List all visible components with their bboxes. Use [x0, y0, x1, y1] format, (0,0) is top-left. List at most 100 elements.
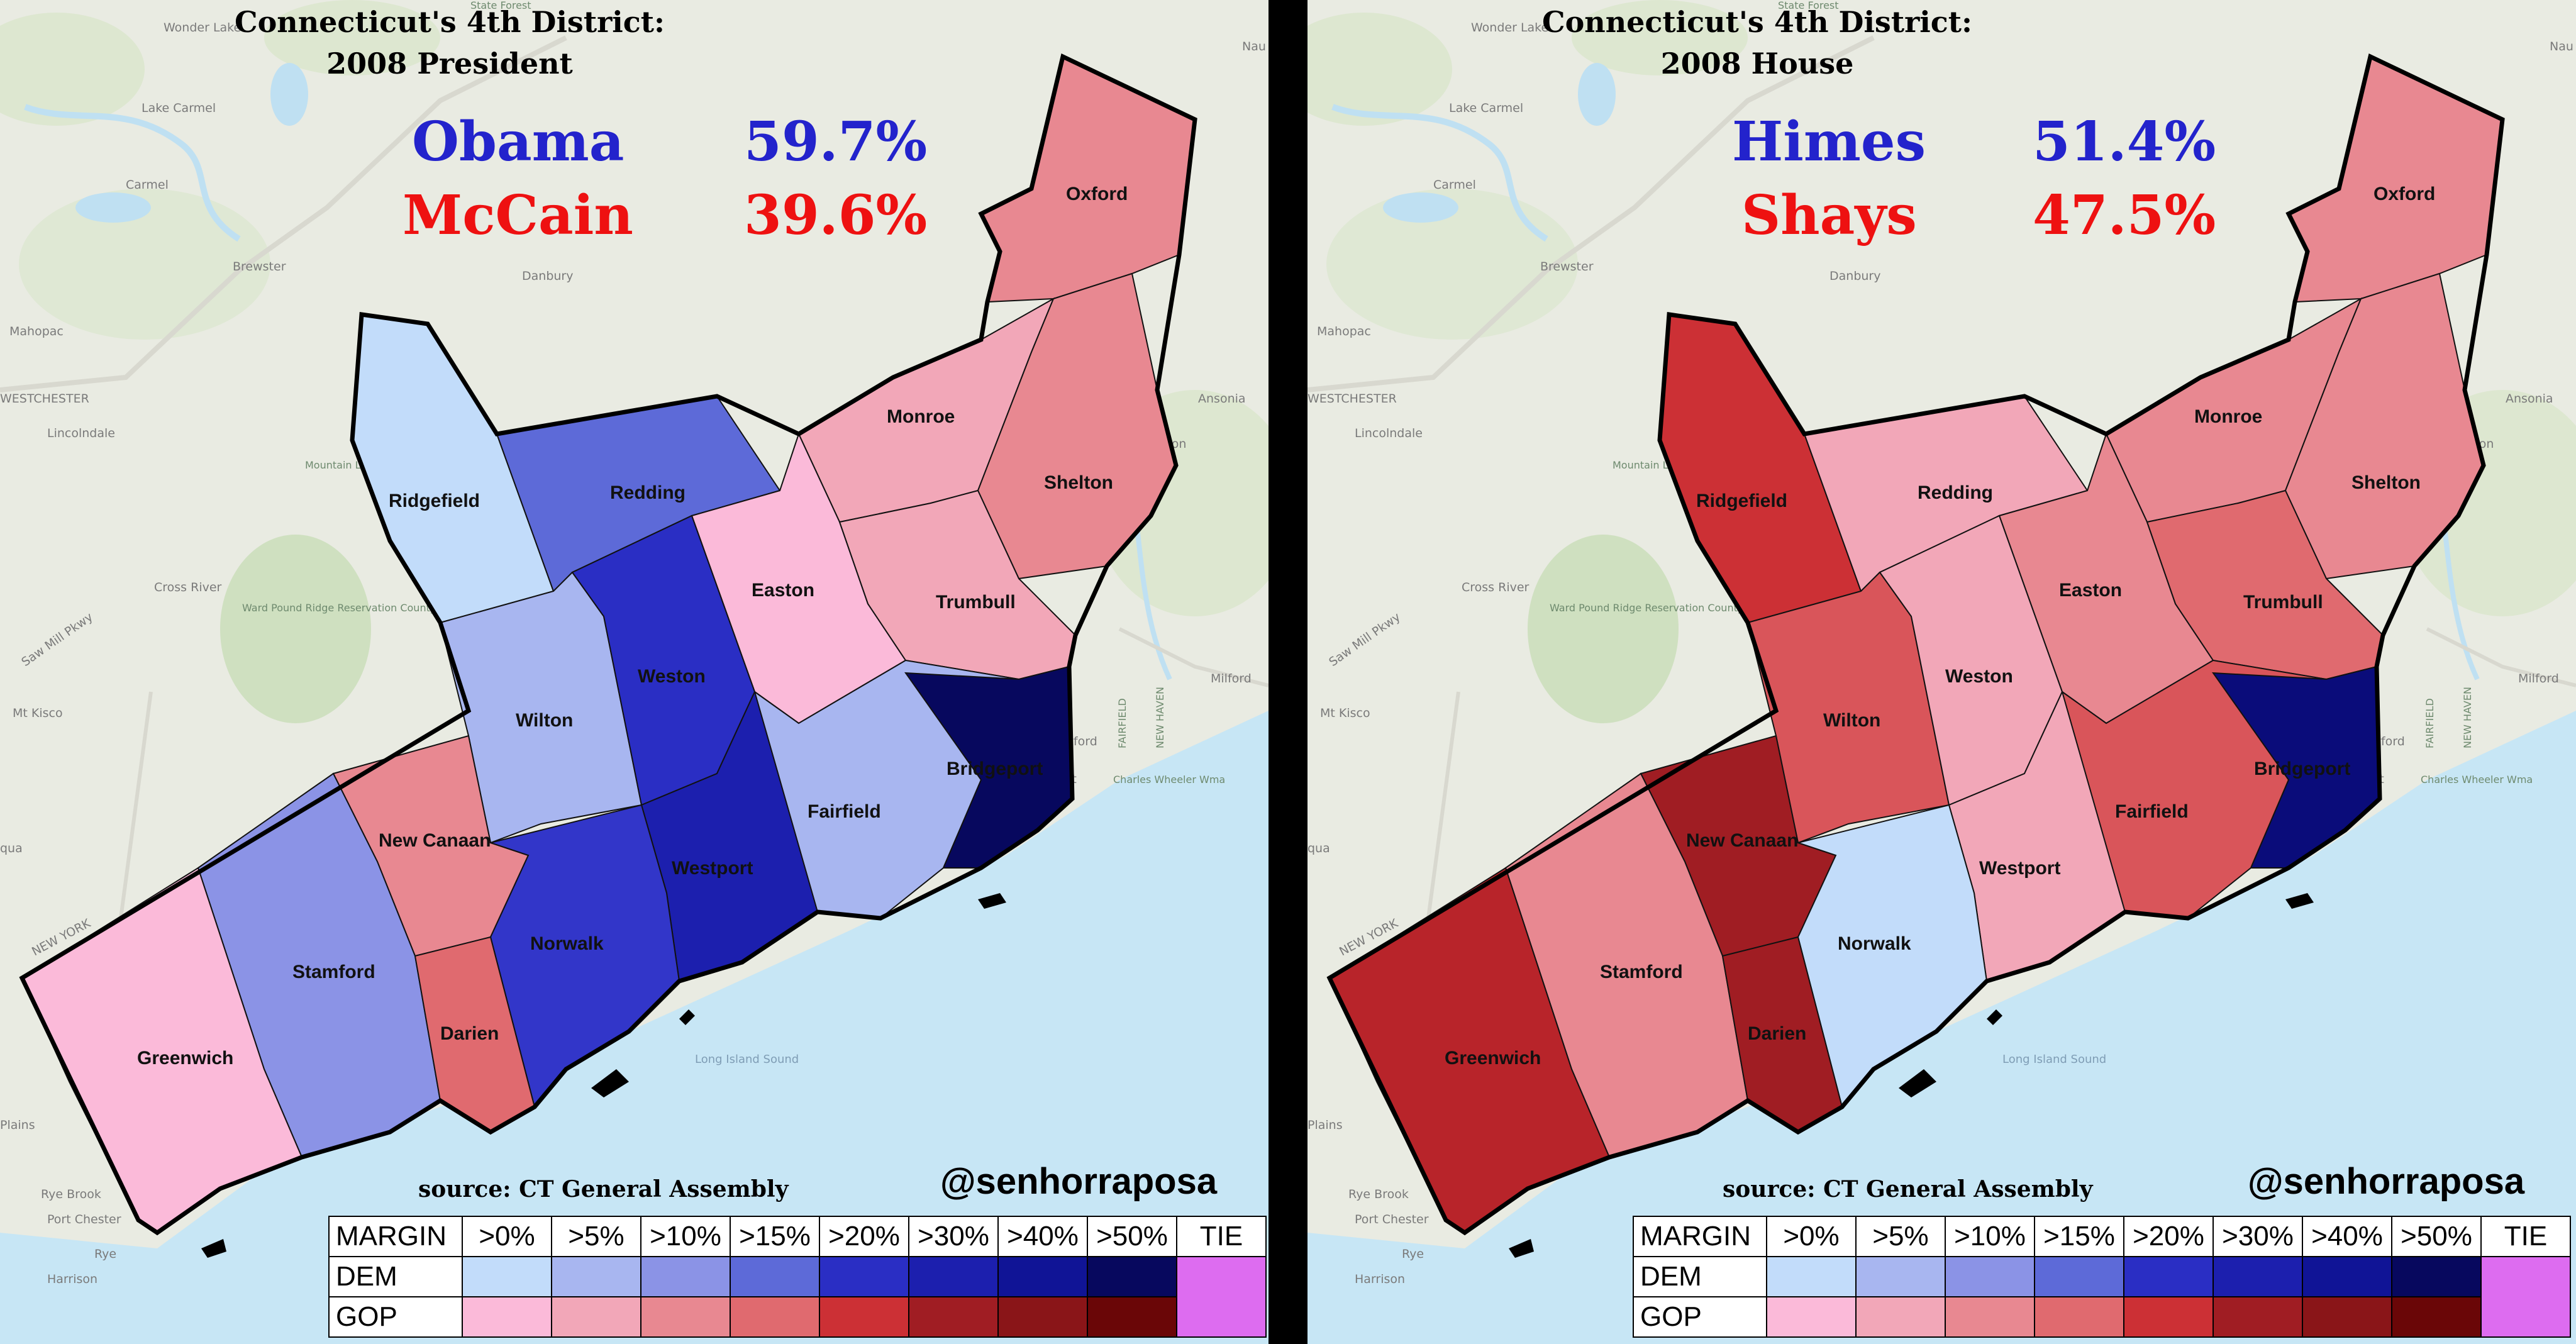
place-label: Mahopac	[1317, 325, 1371, 338]
legend-dem-swatch	[640, 1256, 731, 1297]
legend-dem-swatch	[1087, 1256, 1177, 1297]
place-label: qua	[0, 841, 23, 855]
legend-tie-swatch	[2480, 1256, 2571, 1338]
place-label: Ward Pound Ridge Reservation County Park	[1550, 602, 1769, 614]
gop-candidate-name: McCain	[402, 184, 633, 247]
legend-dem-swatch	[1855, 1256, 1946, 1297]
place-label: NEW HAVEN	[2462, 687, 2473, 748]
town-label-fairfield: Fairfield	[2115, 801, 2189, 822]
dem-candidate-name: Himes	[1732, 110, 1926, 174]
place-label: Harrison	[1355, 1272, 1405, 1286]
town-label-westport: Westport	[672, 858, 753, 879]
map-title-line2: 2008 President	[326, 47, 573, 81]
place-label: Milford	[1211, 672, 1252, 686]
place-label: NEW HAVEN	[1154, 687, 1166, 748]
town-label-redding: Redding	[610, 482, 686, 503]
town-label-redding: Redding	[1918, 482, 1993, 503]
legend-threshold: >50%	[2391, 1216, 2482, 1257]
place-label: Nau	[1242, 40, 1266, 53]
town-label-ridgefield: Ridgefield	[389, 491, 480, 511]
map-panel-house: Wonder Lake Lake Carmel Carmel Brewster …	[1307, 0, 2576, 1344]
dem-candidate-pct: 51.4%	[2033, 110, 2216, 174]
legend-dem-swatch	[2034, 1256, 2124, 1297]
place-label: Port Chester	[47, 1213, 121, 1226]
legend-threshold: >10%	[1945, 1216, 2035, 1257]
legend-dem-label: DEM	[1633, 1256, 1767, 1297]
place-label: Wonder Lake	[1471, 21, 1548, 35]
town-label-wilton: Wilton	[1823, 710, 1880, 731]
legend-threshold: >30%	[908, 1216, 999, 1257]
legend-dem-swatch	[462, 1256, 552, 1297]
legend-gop-label: GOP	[328, 1296, 463, 1338]
place-label: Rye Brook	[41, 1187, 101, 1201]
town-label-shelton: Shelton	[1044, 472, 1113, 493]
place-label: Harrison	[47, 1272, 97, 1286]
place-label: Ansonia	[1198, 392, 1246, 406]
town-label-shelton: Shelton	[2351, 472, 2421, 493]
town-label-trumbull: Trumbull	[2243, 592, 2323, 613]
town-label-fairfield: Fairfield	[808, 801, 881, 822]
place-label: Mt Kisco	[13, 706, 63, 720]
place-label: Carmel	[1433, 178, 1476, 192]
legend-gop-swatch	[462, 1296, 552, 1338]
legend-dem-label: DEM	[328, 1256, 463, 1297]
legend-gop-swatch	[730, 1296, 820, 1338]
town-label-weston: Weston	[638, 666, 706, 687]
source-note: source: CT General Assembly	[1723, 1176, 2093, 1202]
town-label-bridgeport: Bridgeport	[947, 758, 1043, 779]
place-label: Lincolndale	[47, 426, 115, 440]
town-label-oxford: Oxford	[2373, 184, 2435, 204]
town-label-easton: Easton	[2059, 580, 2122, 601]
legend-gop-swatch	[2302, 1296, 2392, 1338]
legend-threshold: >20%	[2123, 1216, 2214, 1257]
place-label: Danbury	[1829, 269, 1880, 283]
legend-gop-swatch	[908, 1296, 999, 1338]
legend-threshold: >30%	[2212, 1216, 2303, 1257]
place-label: WESTCHESTER	[0, 392, 89, 406]
place-label: Plains	[0, 1118, 35, 1132]
place-label: Nau	[2550, 40, 2573, 53]
place-label: Cross River	[154, 580, 222, 594]
legend-gop-swatch	[551, 1296, 641, 1338]
place-label: Port Chester	[1355, 1213, 1429, 1226]
town-label-stamford: Stamford	[1600, 962, 1683, 982]
legend-dem-swatch	[1766, 1256, 1857, 1297]
town-label-trumbull: Trumbull	[936, 592, 1016, 613]
legend-dem-swatch	[1945, 1256, 2035, 1297]
legend-tie-swatch	[1176, 1256, 1267, 1338]
map-panel-president: Wonder Lake Lake Carmel Carmel Brewster …	[0, 0, 1269, 1344]
place-label: Lake Carmel	[1449, 101, 1523, 115]
source-note: source: CT General Assembly	[418, 1176, 789, 1202]
map-canvas: Wonder Lake Lake Carmel Carmel Brewster …	[0, 0, 1269, 1344]
town-label-norwalk: Norwalk	[530, 933, 604, 954]
place-label: FAIRFIELD	[2424, 698, 2436, 748]
town-label-ridgefield: Ridgefield	[1696, 491, 1787, 511]
legend-gop-label: GOP	[1633, 1296, 1767, 1338]
place-label: Brewster	[1540, 260, 1594, 274]
legend-gop-swatch	[2391, 1296, 2482, 1338]
legend-threshold: >20%	[819, 1216, 909, 1257]
town-label-greenwich: Greenwich	[1445, 1048, 1541, 1069]
legend-header-label: MARGIN	[1633, 1216, 1767, 1257]
place-label: Rye	[94, 1247, 116, 1261]
place-label: Ward Pound Ridge Reservation County Park	[242, 602, 462, 614]
dem-candidate-pct: 59.7%	[744, 110, 928, 174]
legend-gop-swatch	[2123, 1296, 2214, 1338]
place-label: Rye Brook	[1348, 1187, 1409, 1201]
gop-candidate-name: Shays	[1741, 184, 1917, 247]
legend-dem-swatch	[551, 1256, 641, 1297]
map-canvas: Wonder Lake Lake Carmel Carmel Brewster …	[1307, 0, 2576, 1344]
legend-gop-swatch	[997, 1296, 1088, 1338]
legend-gop-swatch	[2034, 1296, 2124, 1338]
place-label: Ansonia	[2506, 392, 2553, 406]
legend-gop-swatch	[1855, 1296, 1946, 1338]
legend-threshold: >15%	[2034, 1216, 2124, 1257]
legend-dem-swatch	[2123, 1256, 2214, 1297]
legend-threshold: >0%	[462, 1216, 552, 1257]
legend-tie-label: TIE	[1176, 1216, 1267, 1257]
legend-threshold: >40%	[997, 1216, 1088, 1257]
place-label: State Forest	[1778, 0, 1839, 11]
legend-dem-swatch	[2391, 1256, 2482, 1297]
legend-gop-swatch	[1945, 1296, 2035, 1338]
place-label: Milford	[2518, 672, 2559, 686]
